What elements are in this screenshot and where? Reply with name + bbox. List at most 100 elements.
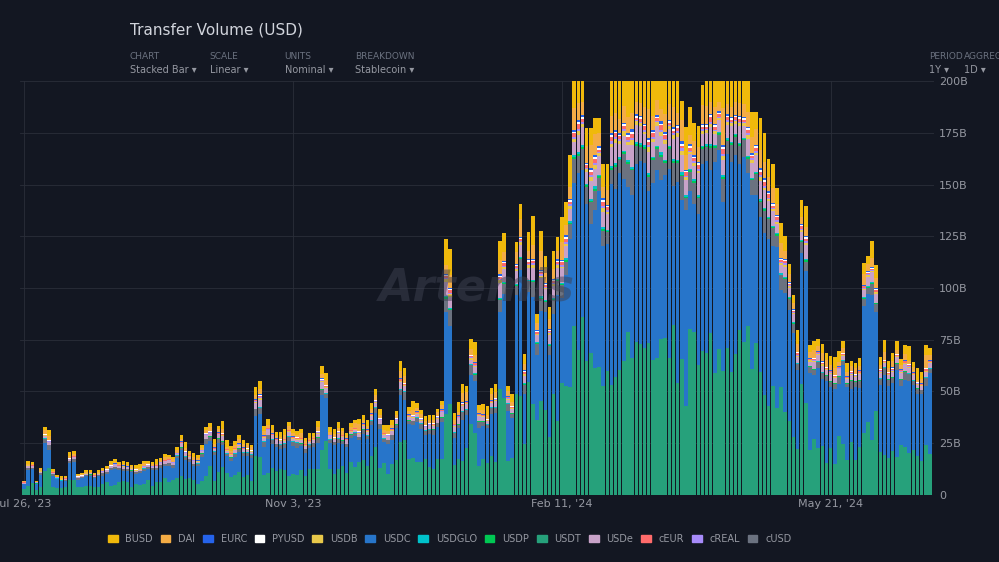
Bar <box>354 429 357 430</box>
Bar <box>192 457 196 460</box>
Bar <box>576 129 580 130</box>
Bar <box>613 81 617 114</box>
Bar <box>200 457 204 482</box>
Bar <box>684 177 687 180</box>
Bar <box>750 178 754 179</box>
Bar <box>688 107 691 135</box>
Bar <box>750 112 754 137</box>
Bar <box>499 300 501 312</box>
Bar <box>333 429 336 434</box>
Bar <box>779 262 783 264</box>
Bar <box>526 262 530 264</box>
Bar <box>576 103 580 120</box>
Bar <box>387 444 390 474</box>
Bar <box>551 301 555 314</box>
Bar <box>474 365 477 366</box>
Bar <box>522 394 526 444</box>
Bar <box>634 164 638 342</box>
Bar <box>167 457 171 459</box>
Bar <box>729 126 733 142</box>
Bar <box>312 443 316 447</box>
Bar <box>474 363 477 365</box>
Bar <box>671 135 675 139</box>
Bar <box>750 137 754 153</box>
Bar <box>895 370 898 457</box>
Bar <box>514 285 518 286</box>
Bar <box>159 458 163 460</box>
Bar <box>734 135 737 137</box>
Bar <box>688 135 691 144</box>
Bar <box>518 239 522 241</box>
Bar <box>907 364 911 365</box>
Bar <box>609 137 613 142</box>
Bar <box>387 474 390 495</box>
Bar <box>696 365 700 495</box>
Bar <box>916 380 919 382</box>
Bar <box>539 271 542 273</box>
Bar <box>101 470 105 471</box>
Bar <box>445 312 448 414</box>
Bar <box>287 441 291 476</box>
Bar <box>242 450 245 452</box>
Bar <box>555 262 559 264</box>
Bar <box>709 117 712 121</box>
Bar <box>870 269 874 270</box>
Bar <box>494 400 498 401</box>
Bar <box>651 130 654 132</box>
Bar <box>593 159 596 164</box>
Bar <box>589 145 592 168</box>
Bar <box>551 279 555 280</box>
Bar <box>349 427 353 430</box>
Bar <box>663 135 667 139</box>
Bar <box>651 139 654 142</box>
Bar <box>407 407 411 410</box>
Bar <box>783 265 787 267</box>
Bar <box>436 418 440 419</box>
Bar <box>176 450 179 452</box>
Bar <box>812 375 816 439</box>
Bar <box>762 233 766 395</box>
Bar <box>514 242 518 252</box>
Bar <box>383 435 386 438</box>
Bar <box>283 429 287 435</box>
Bar <box>746 139 749 156</box>
Bar <box>560 261 563 262</box>
Bar <box>180 476 183 495</box>
Bar <box>526 264 530 265</box>
Bar <box>391 425 394 428</box>
Bar <box>746 127 749 128</box>
Bar <box>746 81 749 112</box>
Bar <box>692 158 696 161</box>
Bar <box>163 457 167 460</box>
Bar <box>287 437 291 441</box>
Bar <box>721 149 725 154</box>
Bar <box>597 175 600 176</box>
Bar <box>453 438 456 465</box>
Bar <box>555 237 559 251</box>
Bar <box>634 342 638 495</box>
Bar <box>494 461 498 495</box>
Bar <box>535 330 538 331</box>
Bar <box>808 345 812 352</box>
Bar <box>663 115 667 132</box>
Bar <box>796 352 799 353</box>
Bar <box>453 465 456 495</box>
Bar <box>478 410 481 413</box>
Bar <box>725 116 729 117</box>
Bar <box>767 406 770 495</box>
Bar <box>122 466 125 469</box>
Bar <box>209 427 212 431</box>
Bar <box>258 400 262 407</box>
Bar <box>642 130 646 132</box>
Bar <box>717 135 720 149</box>
Bar <box>395 415 399 418</box>
Bar <box>634 146 638 164</box>
Bar <box>651 160 654 183</box>
Bar <box>122 461 125 464</box>
Bar <box>775 221 778 224</box>
Bar <box>783 236 787 251</box>
Bar <box>638 147 642 161</box>
Bar <box>407 459 411 495</box>
Bar <box>60 478 63 479</box>
Bar <box>551 280 555 281</box>
